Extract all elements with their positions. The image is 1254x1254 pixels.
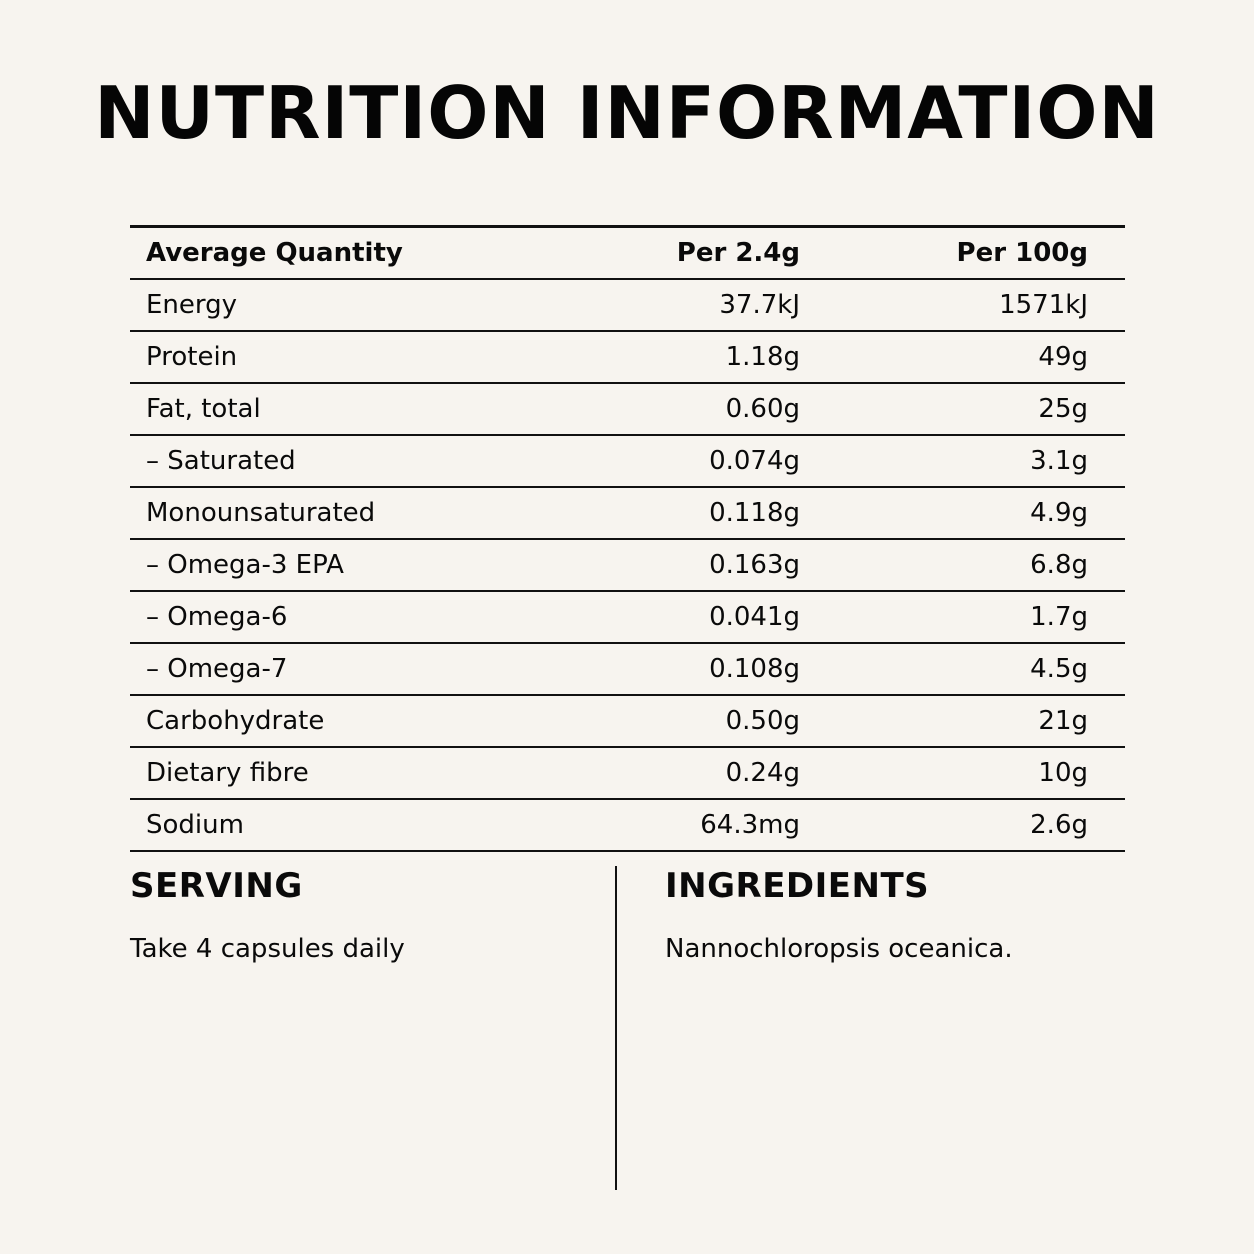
nutrient-name: Monounsaturated [146, 498, 376, 528]
value-per-serve: 0.50g [725, 706, 800, 736]
table-row: Carbohydrate 0.50g 21g [130, 696, 1125, 748]
table-body: Energy 37.7kJ 1571kJ Protein 1.18g 49g Fat, to… [130, 280, 1125, 852]
nutrient-name: Carbohydrate [146, 706, 325, 736]
value-per-serve: 0.118g [709, 498, 800, 528]
value-per-100g: 2.6g [1030, 810, 1088, 840]
table-row: Fat, total 0.60g 25g [130, 384, 1125, 436]
nutrient-name: Dietary fibre [146, 758, 309, 788]
value-per-serve: 0.074g [709, 446, 800, 476]
table-row: – Omega-6 0.041g 1.7g [130, 592, 1125, 644]
nutrition-table: Average Quantity Per 2.4g Per 100g Energ… [130, 225, 1125, 852]
table-row: Energy 37.7kJ 1571kJ [130, 280, 1125, 332]
table-header-row: Average Quantity Per 2.4g Per 100g [130, 228, 1125, 280]
table-row: – Saturated 0.074g 3.1g [130, 436, 1125, 488]
value-per-100g: 25g [1038, 394, 1088, 424]
value-per-100g: 49g [1038, 342, 1088, 372]
ingredients-heading: INGREDIENTS [665, 866, 930, 906]
nutrient-name: Fat, total [146, 394, 261, 424]
header-per-100g: Per 100g [956, 238, 1088, 268]
value-per-100g: 21g [1038, 706, 1088, 736]
table-row: Dietary fibre 0.24g 10g [130, 748, 1125, 800]
serving-heading: SERVING [130, 866, 303, 906]
ingredients-text: Nannochloropsis oceanica. [665, 934, 1013, 964]
page-title: NUTRITION INFORMATION [94, 71, 1160, 155]
value-per-serve: 0.108g [709, 654, 800, 684]
nutrient-name: – Omega-3 EPA [146, 550, 344, 580]
value-per-100g: 1.7g [1030, 602, 1088, 632]
nutrient-name: – Omega-7 [146, 654, 288, 684]
header-average-quantity: Average Quantity [146, 238, 403, 268]
table-row: Monounsaturated 0.118g 4.9g [130, 488, 1125, 540]
table-row: Sodium 64.3mg 2.6g [130, 800, 1125, 852]
value-per-serve: 0.041g [709, 602, 800, 632]
nutrient-name: Energy [146, 290, 238, 320]
value-per-100g: 1571kJ [999, 290, 1088, 320]
value-per-serve: 37.7kJ [719, 290, 800, 320]
value-per-serve: 0.60g [725, 394, 800, 424]
nutrient-name: Sodium [146, 810, 244, 840]
nutrient-name: – Omega-6 [146, 602, 288, 632]
value-per-100g: 4.9g [1030, 498, 1088, 528]
table-row: Protein 1.18g 49g [130, 332, 1125, 384]
value-per-100g: 6.8g [1030, 550, 1088, 580]
value-per-serve: 0.163g [709, 550, 800, 580]
nutrient-name: Protein [146, 342, 238, 372]
table-row: – Omega-7 0.108g 4.5g [130, 644, 1125, 696]
header-per-serve: Per 2.4g [676, 238, 800, 268]
value-per-serve: 0.24g [725, 758, 800, 788]
section-divider [615, 866, 617, 1190]
value-per-100g: 3.1g [1030, 446, 1088, 476]
value-per-serve: 1.18g [725, 342, 800, 372]
value-per-100g: 4.5g [1030, 654, 1088, 684]
table-row: – Omega-3 EPA 0.163g 6.8g [130, 540, 1125, 592]
value-per-100g: 10g [1038, 758, 1088, 788]
nutrient-name: – Saturated [146, 446, 296, 476]
value-per-serve: 64.3mg [700, 810, 800, 840]
serving-text: Take 4 capsules daily [130, 934, 405, 964]
